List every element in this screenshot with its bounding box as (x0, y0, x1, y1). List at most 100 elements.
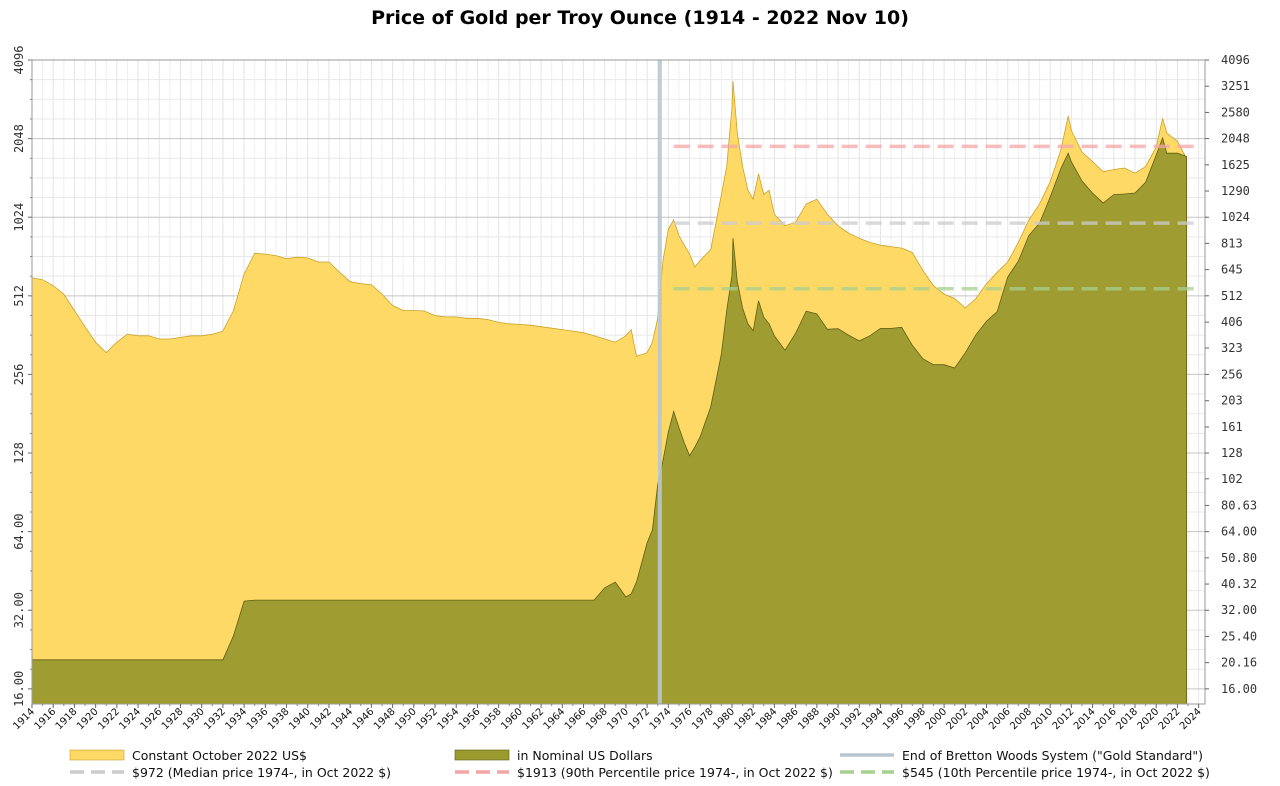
legend-swatch (69, 749, 125, 761)
tick-label-right: 102 (1221, 472, 1243, 486)
reference-lines (657, 60, 1202, 704)
legend-swatch (454, 749, 510, 761)
tick-label-left: 4096 (12, 46, 26, 75)
tick-label-x: 2024 (1178, 706, 1204, 732)
tick-label-x: 1994 (860, 706, 886, 732)
plot-frame (31, 59, 1206, 705)
legend: Constant October 2022 US$ in Nominal US D… (69, 748, 1210, 780)
tick-label-x: 1942 (308, 706, 334, 732)
tick-label-x: 1950 (393, 706, 419, 732)
tick-label-right: 512 (1221, 289, 1243, 303)
tick-label-x: 1938 (266, 706, 292, 732)
legend-label: $1913 (90th Percentile price 1974-, in O… (517, 765, 833, 780)
tick-label-x: 1972 (626, 706, 652, 732)
tick-label-right: 2580 (1221, 105, 1250, 119)
tick-label-x: 2006 (987, 706, 1013, 732)
series-area (31, 136, 1187, 705)
tick-label-x: 2004 (966, 706, 992, 732)
tick-label-x: 2010 (1030, 706, 1056, 732)
tick-label-x: 1928 (160, 706, 186, 732)
tick-label-x: 1936 (245, 706, 271, 732)
tick-label-x: 1918 (54, 706, 80, 732)
tick-label-x: 1978 (690, 706, 716, 732)
tick-label-x: 1970 (605, 706, 631, 732)
tick-label-x: 2016 (1093, 706, 1119, 732)
tick-label-right: 1024 (1221, 210, 1250, 224)
tick-label-right: 1290 (1221, 184, 1250, 198)
tick-label-right: 64.00 (1221, 525, 1257, 539)
tick-label-x: 1920 (75, 706, 101, 732)
tick-label-x: 1996 (881, 706, 907, 732)
tick-label-x: 1962 (520, 706, 546, 732)
tick-label-right: 406 (1221, 315, 1243, 329)
tick-label-x: 1956 (457, 706, 483, 732)
tick-label-right: 40.32 (1221, 577, 1257, 591)
tick-label-x: 1926 (139, 706, 165, 732)
tick-label-x: 1954 (436, 706, 462, 732)
tick-label-x: 1958 (478, 706, 504, 732)
tick-label-x: 1948 (372, 706, 398, 732)
tick-label-left: 128 (12, 442, 26, 464)
tick-label-left: 2048 (12, 124, 26, 153)
tick-label-x: 2020 (1136, 706, 1162, 732)
tick-label-right: 16.00 (1221, 682, 1257, 696)
tick-label-x: 1980 (711, 706, 737, 732)
tick-label-x: 2002 (945, 706, 971, 732)
tick-label-left: 512 (12, 285, 26, 307)
legend-label: End of Bretton Woods System ("Gold Stand… (902, 748, 1203, 763)
tick-label-right: 813 (1221, 236, 1243, 250)
plot-border (31, 59, 1206, 705)
tick-label-x: 1922 (96, 706, 122, 732)
tick-label-x: 2008 (1008, 706, 1034, 732)
tick-label-right: 2048 (1221, 132, 1250, 146)
tick-label-right: 1625 (1221, 158, 1250, 172)
tick-label-right: 323 (1221, 341, 1243, 355)
x-axis: 1914191619181920192219241926192819301932… (11, 704, 1204, 732)
tick-label-right: 25.40 (1221, 629, 1257, 643)
tick-label-right: 3251 (1221, 79, 1250, 93)
tick-label-x: 1960 (499, 706, 525, 732)
tick-label-x: 1998 (902, 706, 928, 732)
legend-label: $545 (10th Percentile price 1974-, in Oc… (902, 765, 1210, 780)
tick-label-x: 1934 (223, 706, 249, 732)
tick-label-x: 1932 (202, 706, 228, 732)
tick-label-x: 1982 (733, 706, 759, 732)
tick-label-x: 1952 (414, 706, 440, 732)
tick-label-left: 16.00 (12, 671, 26, 707)
tick-label-right: 203 (1221, 394, 1243, 408)
y-axis-right: 16.00 20.16 25.40 32.00 40.32 50.80 64.00 80.63… (1205, 53, 1257, 696)
tick-label-x: 1924 (117, 706, 143, 732)
tick-label-right: 80.63 (1221, 498, 1257, 512)
tick-label-x: 1946 (351, 706, 377, 732)
tick-label-right: 32.00 (1221, 603, 1257, 617)
series-areas (31, 81, 1187, 705)
tick-label-x: 1944 (330, 706, 356, 732)
legend-label: Constant October 2022 US$ (132, 748, 307, 763)
legend-label: $972 (Median price 1974-, in Oct 2022 $) (132, 765, 391, 780)
tick-label-x: 1940 (287, 706, 313, 732)
tick-label-x: 2000 (923, 706, 949, 732)
tick-label-x: 1930 (181, 706, 207, 732)
tick-label-right: 4096 (1221, 53, 1250, 67)
tick-label-left: 1024 (12, 203, 26, 232)
tick-label-x: 2014 (1072, 706, 1098, 732)
tick-label-left: 32.00 (12, 592, 26, 628)
tick-label-right: 128 (1221, 446, 1243, 460)
tick-label-x: 1992 (839, 706, 865, 732)
tick-label-x: 1966 (563, 706, 589, 732)
tick-label-x: 2018 (1114, 706, 1140, 732)
tick-label-right: 645 (1221, 263, 1243, 277)
tick-label-left: 64.00 (12, 514, 26, 550)
y-axis-left: 16.00 32.00 64.00 128 256 512 1024 2048 4096 (12, 46, 32, 707)
tick-label-x: 1988 (796, 706, 822, 732)
tick-label-right: 20.16 (1221, 656, 1257, 670)
tick-label-x: 1990 (817, 706, 843, 732)
tick-label-x: 1986 (775, 706, 801, 732)
tick-label-x: 2022 (1157, 706, 1183, 732)
chart-title: Price of Gold per Troy Ounce (1914 - 202… (371, 7, 909, 29)
tick-label-x: 1984 (754, 706, 780, 732)
tick-label-x: 1974 (648, 706, 674, 732)
tick-label-left: 256 (12, 364, 26, 386)
